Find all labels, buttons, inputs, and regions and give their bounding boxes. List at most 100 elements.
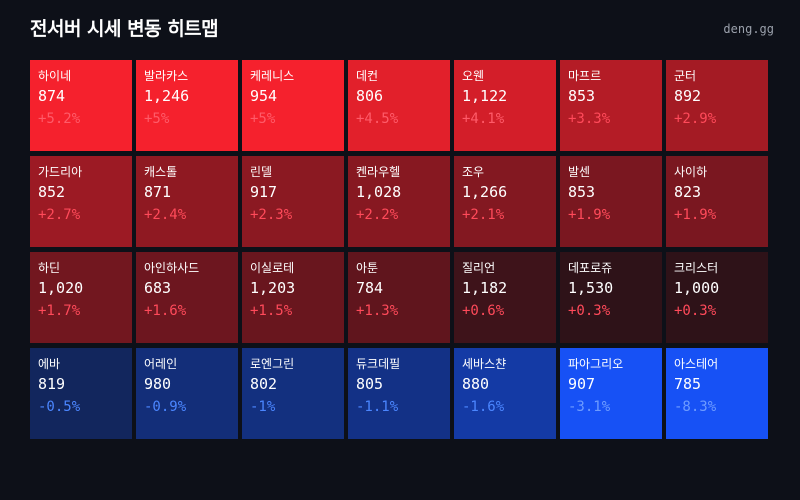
price-change: -1% bbox=[250, 399, 276, 415]
server-name: 이실로테 bbox=[250, 261, 295, 275]
heatmap-cell[interactable]: 파아그리오 907 -3.1% bbox=[560, 348, 662, 439]
server-price: 785 bbox=[674, 375, 702, 393]
heatmap-cell[interactable]: 케레니스 954 +5% bbox=[242, 60, 344, 151]
server-name: 세바스챤 bbox=[462, 357, 507, 371]
server-price: 1,203 bbox=[250, 279, 296, 297]
server-name: 파아그리오 bbox=[568, 357, 624, 371]
price-change: +2.4% bbox=[144, 207, 187, 223]
server-name: 어레인 bbox=[144, 357, 178, 371]
server-name: 로엔그린 bbox=[250, 357, 295, 371]
server-price: 852 bbox=[38, 183, 66, 201]
server-price: 871 bbox=[144, 183, 172, 201]
server-name: 발센 bbox=[568, 165, 591, 179]
heatmap-cell[interactable]: 캐스톨 871 +2.4% bbox=[136, 156, 238, 247]
server-price: 853 bbox=[568, 183, 596, 201]
heatmap-grid: 하이네 874 +5.2% 발라카스 1,246 +5% 케레니스 954 +5% 데컨 806 +4… bbox=[30, 60, 768, 439]
heatmap-cell[interactable]: 조우 1,266 +2.1% bbox=[454, 156, 556, 247]
server-name: 캐스톨 bbox=[144, 165, 178, 179]
heatmap-cell[interactable]: 이실로테 1,203 +1.5% bbox=[242, 252, 344, 343]
price-change: +0.6% bbox=[462, 303, 505, 319]
server-name: 케레니스 bbox=[250, 69, 295, 83]
price-change: +1.3% bbox=[356, 303, 399, 319]
server-price: 1,266 bbox=[462, 183, 508, 201]
price-change: +5.2% bbox=[38, 111, 81, 127]
price-change: -0.9% bbox=[144, 399, 187, 415]
server-price: 1,000 bbox=[674, 279, 720, 297]
server-name: 아스테어 bbox=[674, 357, 719, 371]
price-change: -3.1% bbox=[568, 399, 611, 415]
price-change: +1.9% bbox=[568, 207, 611, 223]
server-name: 조우 bbox=[462, 165, 485, 179]
server-name: 질리언 bbox=[462, 261, 496, 275]
server-price: 907 bbox=[568, 375, 596, 393]
server-price: 1,122 bbox=[462, 87, 508, 105]
server-name: 마프르 bbox=[568, 69, 602, 83]
heatmap-cell[interactable]: 듀크데필 805 -1.1% bbox=[348, 348, 450, 439]
server-price: 819 bbox=[38, 375, 66, 393]
server-name: 아인하사드 bbox=[144, 261, 200, 275]
server-name: 오웬 bbox=[462, 69, 485, 83]
heatmap-cell[interactable]: 마프르 853 +3.3% bbox=[560, 60, 662, 151]
server-price: 853 bbox=[568, 87, 596, 105]
heatmap-cell[interactable]: 아툰 784 +1.3% bbox=[348, 252, 450, 343]
server-name: 아툰 bbox=[356, 261, 379, 275]
heatmap-cell[interactable]: 로엔그린 802 -1% bbox=[242, 348, 344, 439]
price-change: +5% bbox=[250, 111, 276, 127]
server-name: 사이하 bbox=[674, 165, 708, 179]
heatmap-cell[interactable]: 크리스터 1,000 +0.3% bbox=[666, 252, 768, 343]
price-change: +1.9% bbox=[674, 207, 717, 223]
price-change: +5% bbox=[144, 111, 170, 127]
heatmap-cell[interactable]: 린델 917 +2.3% bbox=[242, 156, 344, 247]
heatmap-cell[interactable]: 질리언 1,182 +0.6% bbox=[454, 252, 556, 343]
heatmap-cell[interactable]: 세바스챤 880 -1.6% bbox=[454, 348, 556, 439]
heatmap-cell[interactable]: 가드리아 852 +2.7% bbox=[30, 156, 132, 247]
server-name: 군터 bbox=[674, 69, 697, 83]
server-name: 데포로쥬 bbox=[568, 261, 613, 275]
price-change: -0.5% bbox=[38, 399, 81, 415]
heatmap-cell[interactable]: 오웬 1,122 +4.1% bbox=[454, 60, 556, 151]
server-price: 874 bbox=[38, 87, 66, 105]
price-change: +4.5% bbox=[356, 111, 399, 127]
server-price: 1,028 bbox=[356, 183, 402, 201]
heatmap-cell[interactable]: 켄라우헬 1,028 +2.2% bbox=[348, 156, 450, 247]
heatmap-cell[interactable]: 어레인 980 -0.9% bbox=[136, 348, 238, 439]
server-price: 683 bbox=[144, 279, 172, 297]
server-price: 880 bbox=[462, 375, 490, 393]
heatmap-cell[interactable]: 데포로쥬 1,530 +0.3% bbox=[560, 252, 662, 343]
price-change: +3.3% bbox=[568, 111, 611, 127]
heatmap-cell[interactable]: 아인하사드 683 +1.6% bbox=[136, 252, 238, 343]
price-change: -8.3% bbox=[674, 399, 717, 415]
server-price: 1,182 bbox=[462, 279, 508, 297]
server-price: 806 bbox=[356, 87, 384, 105]
price-change: +0.3% bbox=[568, 303, 611, 319]
price-change: +0.3% bbox=[674, 303, 717, 319]
heatmap-cell[interactable]: 발라카스 1,246 +5% bbox=[136, 60, 238, 151]
server-price: 892 bbox=[674, 87, 702, 105]
server-price: 802 bbox=[250, 375, 278, 393]
site-label: deng.gg bbox=[723, 22, 774, 36]
price-change: +2.3% bbox=[250, 207, 293, 223]
server-name: 듀크데필 bbox=[356, 357, 401, 371]
price-change: +2.9% bbox=[674, 111, 717, 127]
server-price: 1,246 bbox=[144, 87, 190, 105]
price-change: +2.1% bbox=[462, 207, 505, 223]
price-change: -1.1% bbox=[356, 399, 399, 415]
price-change: +2.2% bbox=[356, 207, 399, 223]
price-change: +2.7% bbox=[38, 207, 81, 223]
server-price: 823 bbox=[674, 183, 702, 201]
server-price: 805 bbox=[356, 375, 384, 393]
heatmap-cell[interactable]: 에바 819 -0.5% bbox=[30, 348, 132, 439]
heatmap-cell[interactable]: 발센 853 +1.9% bbox=[560, 156, 662, 247]
price-change: -1.6% bbox=[462, 399, 505, 415]
price-change: +4.1% bbox=[462, 111, 505, 127]
server-name: 데컨 bbox=[356, 69, 379, 83]
heatmap-cell[interactable]: 군터 892 +2.9% bbox=[666, 60, 768, 151]
heatmap-cell[interactable]: 데컨 806 +4.5% bbox=[348, 60, 450, 151]
server-name: 가드리아 bbox=[38, 165, 83, 179]
heatmap-cell[interactable]: 아스테어 785 -8.3% bbox=[666, 348, 768, 439]
heatmap-cell[interactable]: 하딘 1,020 +1.7% bbox=[30, 252, 132, 343]
server-name: 하이네 bbox=[38, 69, 72, 83]
heatmap-cell[interactable]: 하이네 874 +5.2% bbox=[30, 60, 132, 151]
heatmap-cell[interactable]: 사이하 823 +1.9% bbox=[666, 156, 768, 247]
server-name: 에바 bbox=[38, 357, 61, 371]
